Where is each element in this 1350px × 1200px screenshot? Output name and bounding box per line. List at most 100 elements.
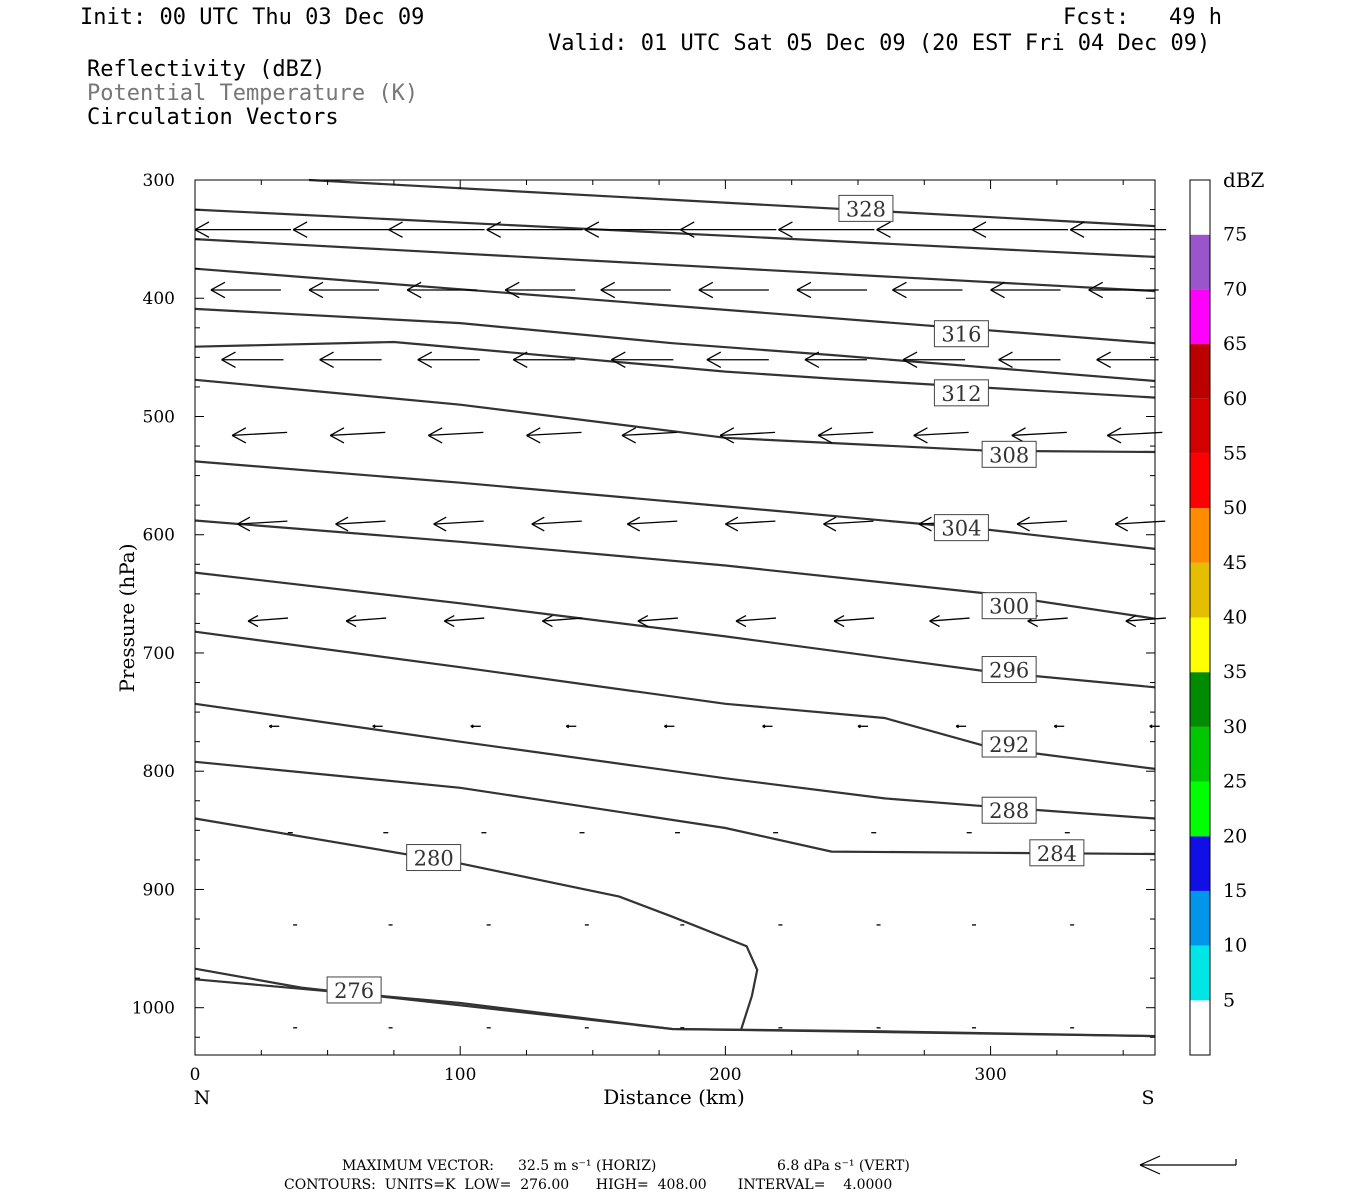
- wind-vector: [470, 724, 481, 729]
- colorbar-swatch: [1190, 344, 1210, 399]
- colorbar-level-label: 20: [1223, 825, 1247, 847]
- x-tick-label: 300: [974, 1065, 1006, 1085]
- circulation-vectors: [194, 221, 1167, 1029]
- wind-vector: [388, 221, 485, 238]
- svg-text:304: 304: [941, 517, 981, 541]
- colorbar-swatch: [1190, 508, 1210, 563]
- colorbar-level-label: 40: [1223, 607, 1247, 629]
- colorbar-level-label: 55: [1223, 442, 1247, 464]
- colorbar-level-label: 5: [1223, 989, 1235, 1011]
- contour-label: 304: [933, 514, 989, 542]
- contour-label: 276: [326, 976, 382, 1004]
- wind-vector: [329, 427, 386, 444]
- colorbar-swatch: [1190, 890, 1210, 946]
- colorbar-swatch: [1190, 726, 1210, 782]
- wind-vector: [706, 351, 769, 368]
- max-vector-vertical: 6.8 dPa s⁻¹ (VERT): [777, 1158, 910, 1174]
- wind-vector: [372, 724, 383, 729]
- contour-label: 284: [1029, 839, 1085, 867]
- isentrope-line: [194, 208, 1156, 258]
- contour-label: 296: [981, 656, 1037, 684]
- colorbar-swatch: [1190, 617, 1210, 673]
- y-tick-label: 500: [143, 407, 175, 427]
- svg-text:292: 292: [989, 733, 1029, 757]
- contour-label: 312: [933, 379, 989, 407]
- wind-vector: [565, 724, 577, 729]
- wind-vector: [1016, 516, 1068, 532]
- colorbar-level-label: 70: [1223, 278, 1247, 300]
- isentrope-line: [194, 460, 1156, 550]
- wind-vector: [542, 614, 583, 628]
- y-tick-label: 800: [143, 762, 175, 782]
- svg-text:308: 308: [989, 443, 1029, 467]
- svg-text:312: 312: [941, 382, 981, 406]
- wind-vector: [762, 724, 773, 729]
- wind-vector: [990, 281, 1061, 299]
- wind-vector: [626, 516, 678, 532]
- isentrope-line: [194, 760, 1156, 856]
- wind-vector: [1106, 427, 1163, 444]
- x-tick-label: 0: [190, 1065, 201, 1085]
- isentrope-line: [194, 267, 1156, 345]
- colorbar-level-label: 15: [1223, 880, 1247, 902]
- wind-vector: [929, 614, 970, 628]
- x-axis-label: Distance (km): [603, 1085, 745, 1109]
- colorbar-level-label: 10: [1223, 935, 1247, 957]
- wind-vector: [698, 281, 769, 299]
- valid-time: Valid: 01 UTC Sat 05 Dec 09 (20 EST Fri …: [548, 31, 1211, 56]
- isentrope-line: [194, 307, 1156, 383]
- wind-vector: [292, 221, 390, 238]
- wind-vector: [247, 614, 289, 628]
- wind-vector: [892, 281, 963, 299]
- wind-vector: [417, 351, 480, 368]
- svg-text:296: 296: [989, 659, 1029, 683]
- wind-vector: [512, 351, 576, 368]
- colorbar-frame: [1189, 179, 1211, 1056]
- isentrope-line: [194, 238, 1156, 293]
- wind-vector: [876, 221, 973, 238]
- x-axis-end-north: N: [194, 1087, 211, 1109]
- svg-text:300: 300: [989, 595, 1029, 619]
- colorbar-level-label: 45: [1223, 552, 1247, 574]
- wind-vector: [335, 516, 386, 532]
- max-vector-arrow-icon: [1139, 1155, 1237, 1175]
- wind-vector: [955, 724, 967, 729]
- colorbar-level-label: 75: [1223, 224, 1247, 246]
- svg-text:316: 316: [941, 323, 981, 347]
- wind-vector: [833, 614, 875, 628]
- wind-vector: [345, 614, 387, 628]
- colorbar-swatch: [1190, 234, 1210, 290]
- wind-vector: [268, 724, 280, 729]
- contour-labels: 328 316 312 308 304 300 296 292 288 284 280 276: [326, 194, 1085, 1004]
- colorbar-swatch: [1190, 398, 1210, 454]
- wind-vector: [725, 516, 776, 532]
- contour-label: 300: [981, 592, 1037, 620]
- colorbar-swatch: [1190, 453, 1210, 509]
- contour-label: 328: [838, 194, 894, 222]
- wind-vector: [998, 351, 1061, 368]
- wind-vector: [823, 516, 874, 532]
- field-circulation-vectors: Circulation Vectors: [87, 105, 339, 130]
- wind-vector: [237, 516, 288, 532]
- y-tick-label: 300: [143, 171, 175, 191]
- wind-vector: [1069, 221, 1167, 238]
- contour-info-line: CONTOURS: UNITS=K LOW= 276.00 HIGH= 408.…: [284, 1177, 893, 1193]
- contour-label: 292: [981, 730, 1037, 758]
- wind-vector: [319, 351, 382, 368]
- y-tick-label: 700: [143, 644, 175, 664]
- isentrope-line: [194, 817, 759, 1030]
- wind-vector: [857, 724, 868, 729]
- colorbar-title: dBZ: [1223, 168, 1265, 192]
- y-tick-label: 400: [143, 289, 175, 309]
- wind-vector: [600, 281, 671, 299]
- plot-frame: [194, 179, 1156, 1056]
- field-potential-temperature: Potential Temperature (K): [87, 81, 419, 106]
- wind-vector: [194, 221, 291, 238]
- wind-vector: [664, 724, 675, 729]
- colorbar-swatch: [1190, 180, 1210, 235]
- svg-text:276: 276: [334, 979, 374, 1003]
- wind-vector: [1011, 427, 1067, 444]
- y-axis-label: Pressure (hPa): [115, 544, 139, 693]
- wind-vector: [231, 427, 288, 444]
